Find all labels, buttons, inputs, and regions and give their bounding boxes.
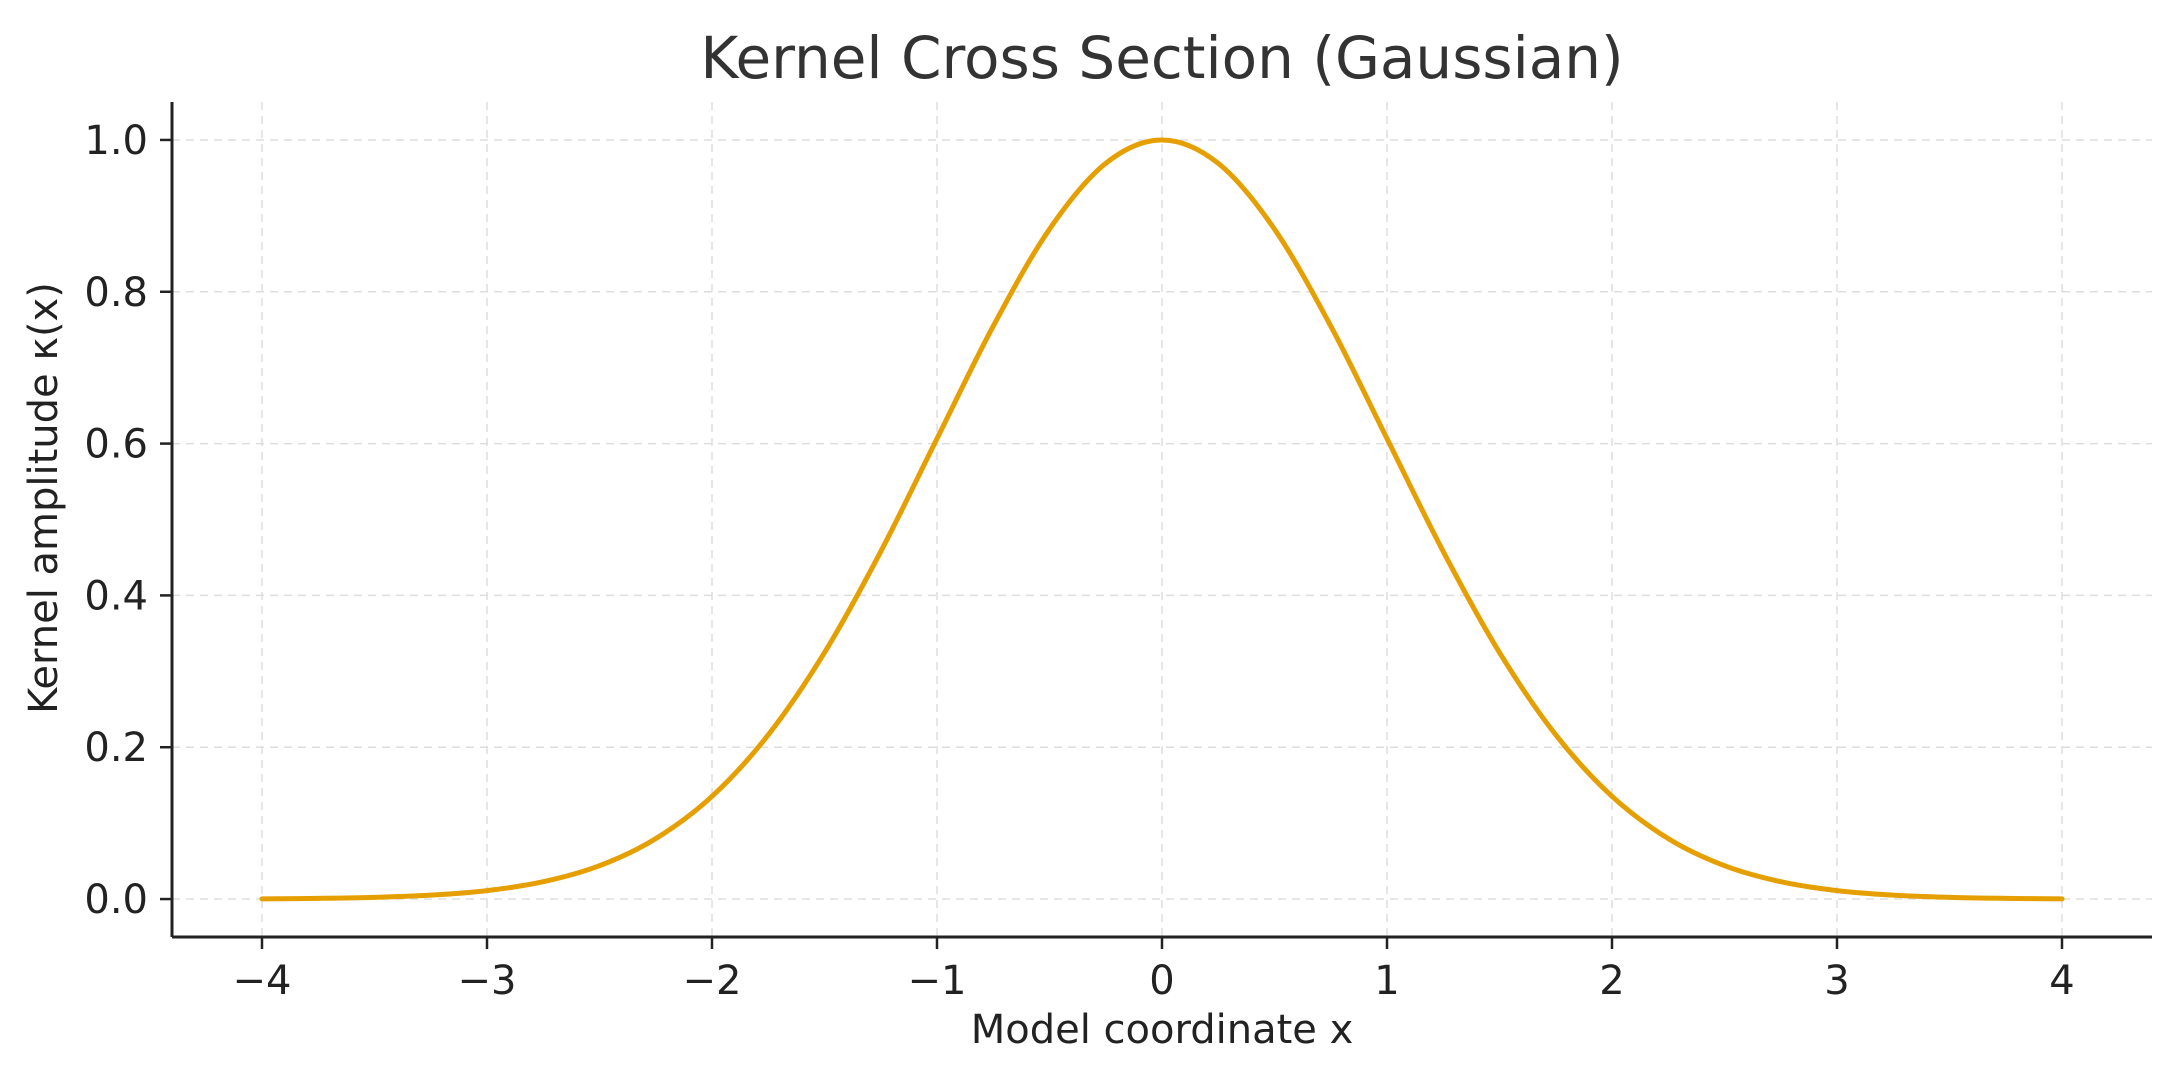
x-tick-label-2: −2 [683,958,742,1004]
series-layer [259,137,2065,902]
x-tick-label-1: −3 [458,958,517,1004]
y-tick-label-4: 0.8 [84,270,148,316]
x-tick-label-5: 1 [1374,958,1399,1004]
axes [170,102,2152,939]
y-tick-label-2: 0.4 [84,573,148,619]
series-line-0 [259,137,2065,902]
y-axis-label: Kernel amplitude κ(x) [21,282,67,714]
chart-title: Kernel Cross Section (Gaussian) [700,24,1623,92]
y-tick-label-5: 1.0 [84,118,148,164]
grid [172,102,2152,937]
x-tick-label-4: 0 [1149,958,1174,1004]
y-tick-label-3: 0.6 [84,422,148,468]
y-tick-label-0: 0.0 [84,877,148,923]
x-tick-label-0: −4 [233,958,292,1004]
y-tick-label-1: 0.2 [84,725,148,771]
x-tick-label-6: 2 [1599,958,1624,1004]
ticks: −4 −3 −2 −1 0 1 2 3 4 0.0 0.2 0.4 0.6 0.8 1.0 [84,118,2074,1004]
x-tick-label-8: 4 [2049,958,2074,1004]
x-tick-label-7: 3 [1824,958,1849,1004]
x-axis-label: Model coordinate x [971,1007,1354,1053]
x-tick-label-3: −1 [908,958,967,1004]
